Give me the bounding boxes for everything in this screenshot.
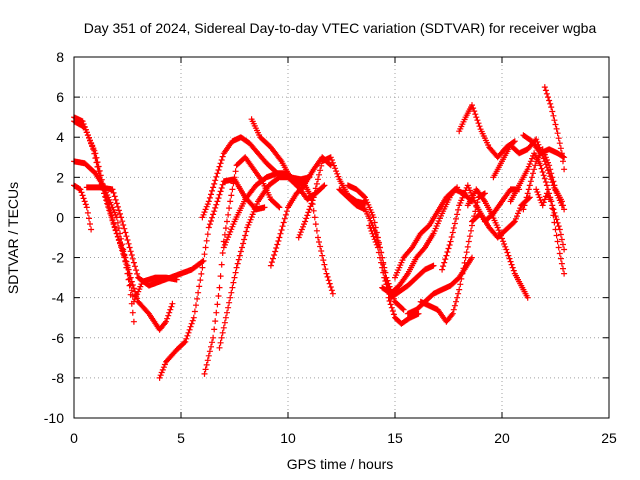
series-track-23 (469, 194, 533, 241)
axis-ticks: -10 -8 -6 -4 -2 0 2 4 6 8 0 5 10 15 20 25 (44, 49, 617, 446)
y-tick-label: 6 (56, 89, 64, 105)
series-markers (201, 154, 283, 377)
series-track-19 (417, 190, 488, 325)
chart-title: Day 351 of 2024, Sidereal Day-to-day VTE… (84, 20, 597, 36)
series-markers (469, 194, 533, 241)
series-markers (248, 116, 334, 187)
y-tick-label: 0 (56, 209, 64, 225)
series-track-7 (201, 154, 283, 377)
series-track-20 (404, 254, 475, 317)
series-markers (464, 186, 531, 301)
x-tick-label: 0 (70, 430, 78, 446)
grid (74, 57, 609, 418)
y-tick-label: -10 (44, 410, 64, 426)
series-track-17 (379, 184, 461, 297)
series-markers (379, 184, 461, 297)
y-tick-label: -6 (52, 330, 65, 346)
series-markers (404, 254, 475, 317)
data-series (71, 84, 568, 381)
series-track-28 (533, 186, 568, 277)
y-tick-label: -4 (52, 290, 65, 306)
series-track-24 (464, 186, 531, 301)
y-tick-label: -8 (52, 370, 65, 386)
x-tick-label: 10 (280, 430, 296, 446)
series-track-12 (267, 182, 336, 297)
series-markers (533, 186, 568, 277)
y-tick-label: 4 (56, 129, 64, 145)
series-markers (267, 182, 336, 297)
series-track-16 (366, 222, 437, 301)
series-track-10 (248, 116, 334, 187)
series-track-8 (216, 174, 313, 351)
y-tick-label: 2 (56, 169, 64, 185)
series-markers (216, 174, 313, 351)
x-tick-label: 15 (387, 430, 403, 446)
series-markers (83, 184, 206, 289)
x-axis-label: GPS time / hours (287, 456, 394, 472)
series-track-30 (520, 132, 568, 161)
series-markers (417, 190, 488, 325)
y-axis-label: SDTVAR / TECUs (5, 182, 21, 294)
y-tick-label: 8 (56, 49, 64, 65)
plot-frame (73, 56, 610, 419)
series-track-5 (83, 184, 206, 289)
x-tick-label: 25 (601, 430, 617, 446)
x-tick-label: 20 (494, 430, 510, 446)
y-tick-label: -2 (52, 250, 65, 266)
x-tick-label: 5 (177, 430, 185, 446)
series-markers (366, 222, 437, 301)
series-markers (520, 132, 568, 161)
